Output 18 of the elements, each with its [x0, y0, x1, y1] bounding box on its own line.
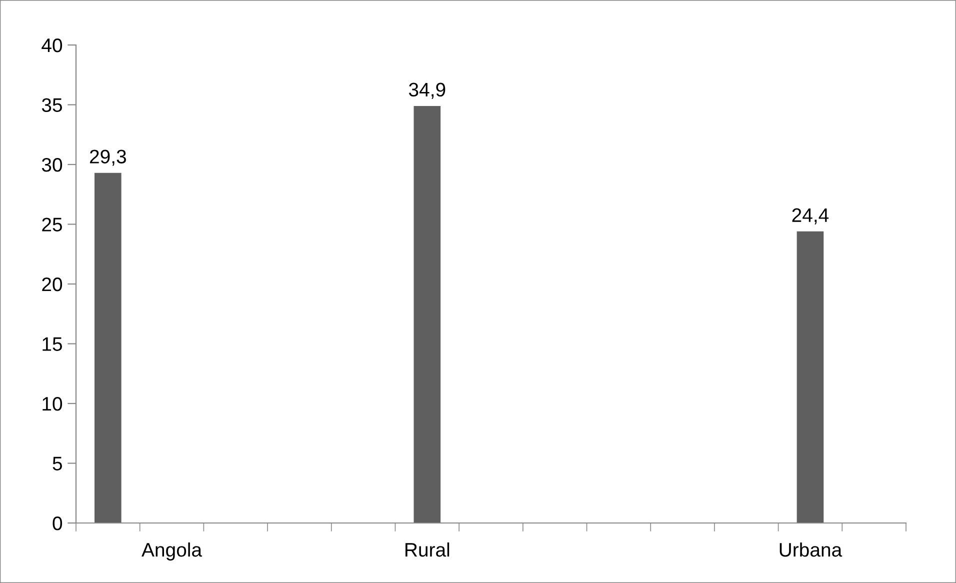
y-tick-label: 15 [42, 337, 62, 351]
data-label: 24,4 [792, 208, 829, 224]
y-tick-label: 5 [52, 456, 62, 470]
data-label: 29,3 [90, 150, 126, 166]
y-tick-label: 40 [42, 38, 62, 52]
data-label: 34,9 [408, 82, 446, 99]
bar [94, 172, 122, 523]
y-tick-label: 0 [52, 516, 62, 530]
y-tick-label: 20 [42, 277, 62, 292]
bar [414, 106, 441, 523]
x-tick-label: Rural [406, 542, 450, 557]
y-tick-label: 25 [42, 218, 62, 232]
x-tick-label: Urbana [780, 542, 842, 557]
y-tick-label: 30 [42, 158, 62, 172]
bar [796, 231, 824, 523]
y-tick-label: 10 [42, 396, 62, 411]
y-tick-label: 35 [42, 98, 62, 112]
x-tick-label: Angola [142, 542, 202, 561]
